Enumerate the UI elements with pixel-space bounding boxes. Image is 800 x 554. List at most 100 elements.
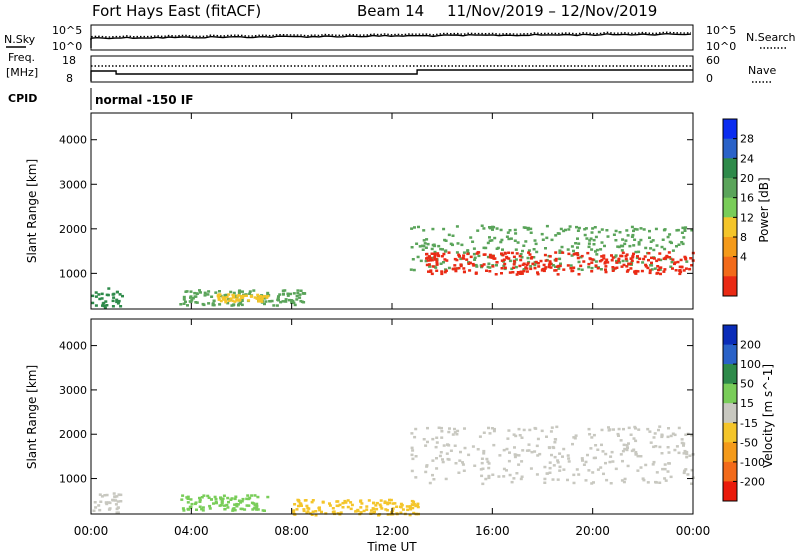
data-cell [631, 233, 635, 237]
data-cell [385, 509, 389, 512]
data-cell [485, 457, 489, 461]
data-cell [644, 463, 648, 467]
data-cell [491, 473, 495, 476]
data-cell [596, 448, 600, 451]
data-cell [388, 498, 391, 502]
data-cell [568, 225, 572, 228]
data-cell [507, 251, 511, 254]
data-cell [194, 501, 198, 504]
data-cell [547, 446, 551, 449]
data-cell [410, 246, 414, 249]
data-cell [248, 292, 252, 295]
data-cell [686, 473, 690, 476]
data-cell [247, 299, 251, 302]
data-cell [213, 495, 217, 499]
data-cell [208, 504, 212, 508]
data-cell [362, 509, 366, 513]
data-cell [184, 290, 188, 293]
data-cell [500, 272, 503, 275]
data-cell [225, 503, 229, 507]
data-cell [245, 504, 249, 507]
data-cell [429, 269, 433, 272]
data-cell [556, 461, 560, 464]
data-cell [522, 428, 526, 432]
data-cell [182, 509, 186, 512]
data-cell [227, 500, 230, 504]
data-cell [292, 292, 296, 295]
data-cell [264, 300, 268, 303]
data-cell [481, 482, 485, 486]
data-cell [349, 501, 353, 504]
data-cell [493, 236, 497, 240]
data-cell [655, 259, 659, 263]
data-cell [476, 448, 480, 451]
data-cell [630, 261, 634, 264]
data-cell [491, 254, 495, 258]
data-cell [683, 229, 687, 232]
data-cell [490, 427, 494, 430]
data-cell [369, 512, 373, 515]
data-cell [214, 291, 218, 294]
data-cell [591, 258, 595, 261]
data-cell [411, 503, 415, 507]
data-cell [499, 240, 503, 244]
data-cell [317, 506, 321, 510]
data-cell [673, 262, 676, 266]
data-cell [259, 295, 263, 298]
data-cell [636, 469, 640, 472]
xtick-label: 08:00 [274, 524, 309, 538]
data-cell [577, 273, 581, 276]
data-cell [648, 430, 652, 433]
data-cell [301, 300, 304, 304]
ytick-label: 4000 [59, 340, 87, 353]
data-cell [533, 450, 537, 453]
data-cell [103, 494, 107, 497]
data-cell [222, 494, 226, 497]
data-cell [243, 508, 247, 511]
data-cell [265, 296, 269, 299]
data-cell [558, 465, 562, 469]
data-cell [207, 302, 211, 305]
data-cell [635, 256, 639, 260]
data-cell [633, 238, 637, 241]
data-cell [600, 428, 604, 432]
data-cell [98, 297, 102, 301]
data-cell [577, 473, 581, 476]
data-cell [681, 226, 685, 230]
data-cell [574, 242, 578, 245]
data-cell [427, 263, 431, 266]
data-cell [482, 449, 486, 453]
data-cell [457, 266, 461, 270]
data-cell [447, 233, 451, 237]
data-cell [295, 508, 299, 511]
data-cell [641, 261, 645, 264]
data-cell [286, 294, 290, 297]
data-cell [189, 290, 193, 293]
data-cell [391, 502, 395, 505]
data-cell [189, 505, 193, 509]
data-cell [639, 455, 643, 458]
data-cell [314, 514, 318, 517]
data-cell [685, 450, 689, 454]
data-cell [447, 251, 451, 254]
data-cell [652, 436, 656, 439]
data-cell [453, 431, 457, 434]
data-cell [478, 435, 482, 438]
freq-series [90, 69, 693, 81]
data-cell [617, 434, 620, 437]
data-cell [649, 264, 653, 267]
velocity-frame [90, 318, 694, 515]
data-cell [232, 291, 236, 295]
data-cell [576, 246, 579, 249]
data-cell [592, 238, 596, 242]
data-cell [462, 270, 466, 274]
data-cell [634, 451, 638, 454]
data-cell [548, 466, 552, 470]
data-cell [510, 267, 514, 271]
data-cell [275, 304, 279, 307]
data-cell [508, 259, 512, 263]
data-cell [311, 499, 315, 502]
data-cell [488, 253, 492, 257]
data-cell [664, 256, 668, 259]
data-cell [487, 474, 491, 478]
